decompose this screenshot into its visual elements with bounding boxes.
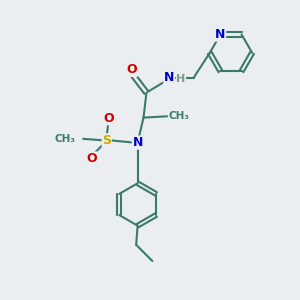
Text: O: O [103, 112, 113, 125]
Text: O: O [126, 63, 137, 76]
Text: N: N [132, 136, 143, 149]
Text: CH₃: CH₃ [168, 111, 189, 121]
Text: N: N [164, 71, 174, 84]
Text: CH₃: CH₃ [54, 134, 75, 144]
Text: H: H [176, 74, 185, 84]
Text: S: S [102, 134, 111, 147]
Text: N: N [215, 28, 226, 41]
Text: O: O [87, 152, 97, 165]
